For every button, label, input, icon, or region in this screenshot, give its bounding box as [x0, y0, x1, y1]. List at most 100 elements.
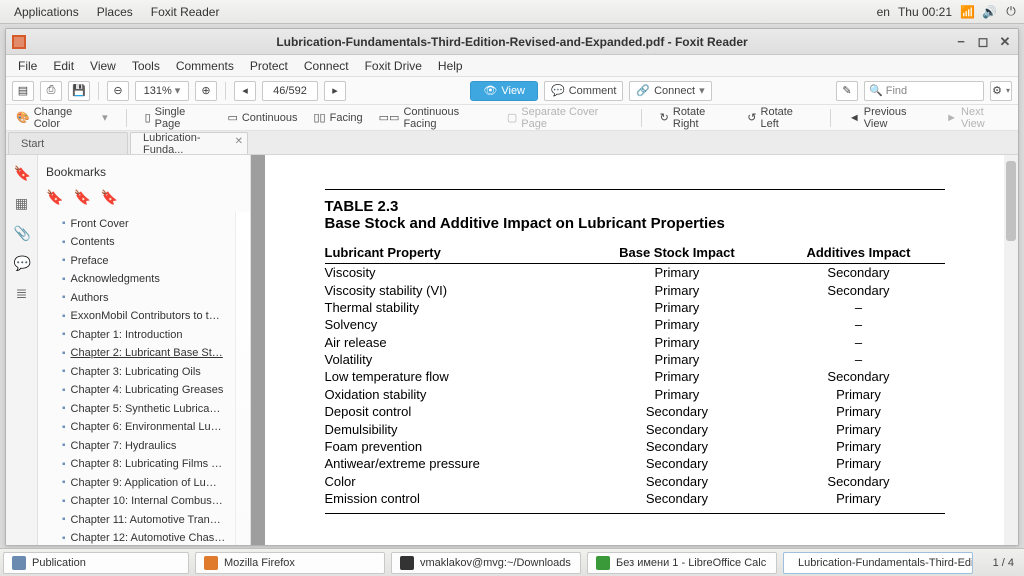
search-input[interactable]: 🔍 Find [864, 81, 984, 101]
panel-active-window[interactable]: Foxit Reader [143, 3, 228, 21]
document-scrollbar[interactable] [1004, 155, 1018, 545]
network-icon[interactable]: 📶 [960, 5, 974, 19]
panel-lang[interactable]: en [877, 5, 890, 19]
bookmark-label: Chapter 2: Lubricant Base St… [71, 347, 223, 359]
change-color-button[interactable]: 🎨 Change Color ▾ [16, 106, 108, 130]
bookmark-item[interactable]: ▪ExxonMobil Contributors to t… [38, 307, 250, 325]
panel-applications[interactable]: Applications [6, 3, 87, 21]
open-button[interactable]: ▤ [12, 81, 34, 101]
bookmark-item[interactable]: ▪Chapter 8: Lubricating Films … [38, 455, 250, 473]
document-area[interactable]: TABLE 2.3 Base Stock and Additive Impact… [251, 155, 1018, 545]
bookmark-item[interactable]: ▪Contents [38, 233, 250, 251]
bookmark-item[interactable]: ▪Front Cover [38, 215, 250, 233]
taskbar-task[interactable]: Mozilla Firefox [195, 552, 385, 574]
bookmark-item[interactable]: ▪Chapter 9: Application of Lu… [38, 474, 250, 492]
next-view-button: ► Next View [946, 106, 1008, 130]
prev-page-button[interactable]: ◂ [234, 81, 256, 101]
comment-button[interactable]: 💬 Comment [544, 81, 623, 101]
continuous-button[interactable]: ▭ Continuous [227, 111, 297, 124]
panel-clock[interactable]: Thu 00:21 [898, 5, 952, 19]
print-button[interactable]: ⎙ [40, 81, 62, 101]
bookmark-item[interactable]: ▪Chapter 2: Lubricant Base St… [38, 344, 250, 362]
tab-close-icon[interactable]: ✕ [235, 136, 243, 147]
power-icon[interactable]: ⏻ [1004, 4, 1018, 19]
search-options-button[interactable]: ⚙▾ [990, 81, 1012, 101]
previous-view-button[interactable]: ◄ Previous View [849, 106, 930, 130]
bookmark-item[interactable]: ▪Chapter 1: Introduction [38, 326, 250, 344]
add-bookmark-icon[interactable]: 🔖 [73, 189, 90, 206]
main-toolbar: ▤ ⎙ 💾 ⊖ 131% ▾ ⊕ ◂ 46/592 ▸ 👁 View 💬 Com… [6, 77, 1018, 105]
desktop-top-panel: Applications Places Foxit Reader en Thu … [0, 0, 1024, 24]
rotate-left-button[interactable]: ↺ Rotate Left [747, 106, 812, 130]
taskbar: Publication Mozilla Firefox vmaklakov@mvg:… [0, 548, 1024, 576]
bookmark-item[interactable]: ▪Chapter 6: Environmental Lu… [38, 418, 250, 436]
bookmark-list[interactable]: ▪Front Cover▪Contents▪Preface▪Acknowledg… [38, 212, 250, 545]
zoom-in-button[interactable]: ⊕ [195, 81, 217, 101]
thumbnails-rail-icon[interactable]: ▦ [14, 195, 30, 211]
bookmark-item[interactable]: ▪Preface [38, 252, 250, 270]
view-mode-button[interactable]: 👁 View [470, 81, 538, 101]
next-page-button[interactable]: ▸ [324, 81, 346, 101]
tab-start[interactable]: Start [8, 132, 128, 154]
bookmarks-rail-icon[interactable]: 🔖 [14, 165, 30, 181]
maximize-button[interactable]: ◻ [974, 34, 992, 50]
rotate-right-button[interactable]: ↻ Rotate Right [660, 106, 732, 130]
single-page-button[interactable]: ▯ Single Page [145, 106, 212, 130]
taskbar-task[interactable]: Lubrication-Fundamentals-Third-Edi… [783, 552, 973, 574]
comments-rail-icon[interactable]: 💬 [14, 255, 30, 271]
menu-protect[interactable]: Protect [242, 56, 296, 76]
table-row: ColorSecondarySecondary [325, 473, 945, 490]
bookmark-label: Chapter 4: Lubricating Greases [71, 384, 224, 396]
volume-icon[interactable]: 🔊 [982, 5, 996, 19]
bookmark-item[interactable]: ▪Chapter 7: Hydraulics [38, 437, 250, 455]
workspace-indicator[interactable]: 1 / 4 [983, 557, 1024, 569]
taskbar-task[interactable]: vmaklakov@mvg:~/Downloads [391, 552, 581, 574]
table-row: Low temperature flowPrimarySecondary [325, 368, 945, 385]
bookmark-item[interactable]: ▪Acknowledgments [38, 270, 250, 288]
zoom-level[interactable]: 131% ▾ [135, 81, 189, 101]
taskbar-task[interactable]: Без имени 1 - LibreOffice Calc [587, 552, 777, 574]
connect-button[interactable]: 🔗 Connect ▾ [629, 81, 711, 101]
tab-document[interactable]: Lubrication-Funda...✕ [130, 132, 248, 154]
bookmarks-panel: Bookmarks 🔖 🔖 🔖 ▪Front Cover▪Contents▪Pr… [38, 155, 251, 545]
save-button[interactable]: 💾 [68, 81, 90, 101]
bookmark-item[interactable]: ▪Authors [38, 289, 250, 307]
continuous-facing-button[interactable]: ▭▭ Continuous Facing [379, 106, 491, 130]
menu-edit[interactable]: Edit [45, 56, 82, 76]
taskbar-task[interactable]: Publication [3, 552, 189, 574]
bookmark-item[interactable]: ▪Chapter 5: Synthetic Lubrica… [38, 400, 250, 418]
task-icon [400, 556, 414, 570]
task-label: Lubrication-Fundamentals-Third-Edi… [798, 557, 973, 569]
layers-rail-icon[interactable]: ≣ [14, 285, 30, 301]
close-button[interactable]: ✕ [996, 34, 1014, 50]
bookmark-item[interactable]: ▪Chapter 11: Automotive Tran… [38, 511, 250, 529]
highlight-button[interactable]: ✎ [836, 81, 858, 101]
bookmark-scrollbar[interactable] [239, 216, 248, 264]
menu-file[interactable]: File [10, 56, 45, 76]
bookmark-item[interactable]: ▪Chapter 4: Lubricating Greases [38, 381, 250, 399]
pdf-page: TABLE 2.3 Base Stock and Additive Impact… [265, 155, 1005, 545]
panel-places[interactable]: Places [89, 3, 141, 21]
menu-foxit-drive[interactable]: Foxit Drive [357, 56, 430, 76]
bookmark-item[interactable]: ▪Chapter 12: Automotive Chas… [38, 529, 250, 545]
bookmark-icon: ▪ [62, 514, 66, 525]
minimize-button[interactable]: − [952, 34, 970, 50]
table-header: Base Stock Impact [581, 242, 772, 264]
zoom-out-button[interactable]: ⊖ [107, 81, 129, 101]
menu-view[interactable]: View [82, 56, 124, 76]
delete-bookmark-icon[interactable]: 🔖 [101, 189, 118, 206]
bookmark-item[interactable]: ▪Chapter 10: Internal Combus… [38, 492, 250, 510]
facing-button[interactable]: ▯▯ Facing [314, 111, 363, 124]
menu-help[interactable]: Help [430, 56, 471, 76]
bookmark-icon: ▪ [62, 440, 66, 451]
task-label: vmaklakov@mvg:~/Downloads [420, 557, 571, 569]
expand-bookmark-icon[interactable]: 🔖 [46, 189, 63, 206]
menu-connect[interactable]: Connect [296, 56, 357, 76]
bookmark-item[interactable]: ▪Chapter 3: Lubricating Oils [38, 363, 250, 381]
menu-tools[interactable]: Tools [124, 56, 168, 76]
bookmark-label: Front Cover [71, 218, 129, 230]
attachments-rail-icon[interactable]: 📎 [14, 225, 30, 241]
menu-comments[interactable]: Comments [168, 56, 242, 76]
menubar: FileEditViewToolsCommentsProtectConnectF… [6, 55, 1018, 77]
page-number[interactable]: 46/592 [262, 81, 318, 101]
